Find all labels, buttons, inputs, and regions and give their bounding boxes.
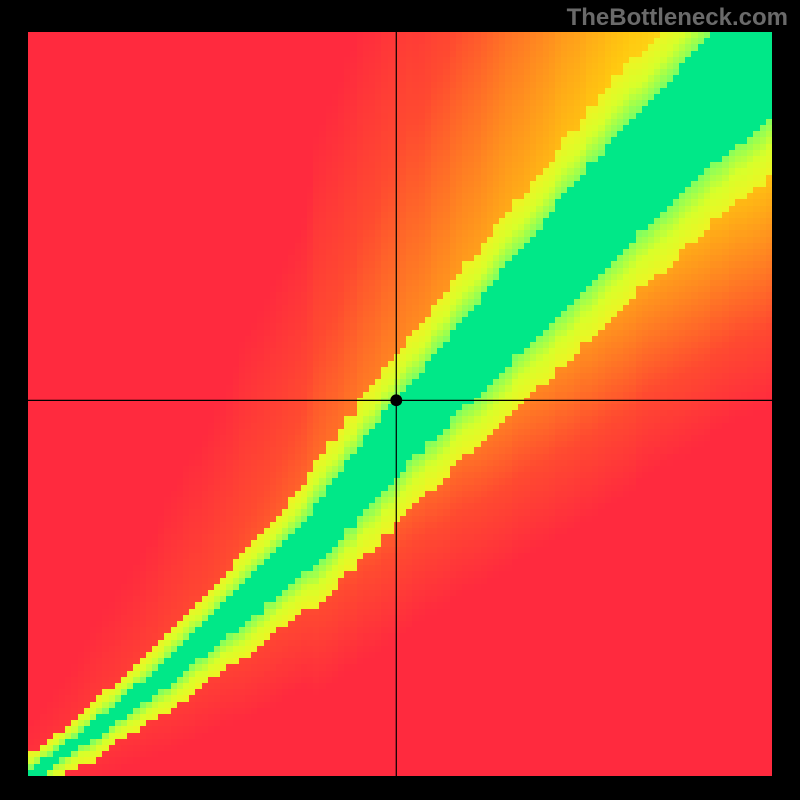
watermark-text: TheBottleneck.com [567, 4, 788, 32]
chart-container: TheBottleneck.com [0, 0, 800, 800]
bottleneck-heatmap [0, 0, 800, 800]
